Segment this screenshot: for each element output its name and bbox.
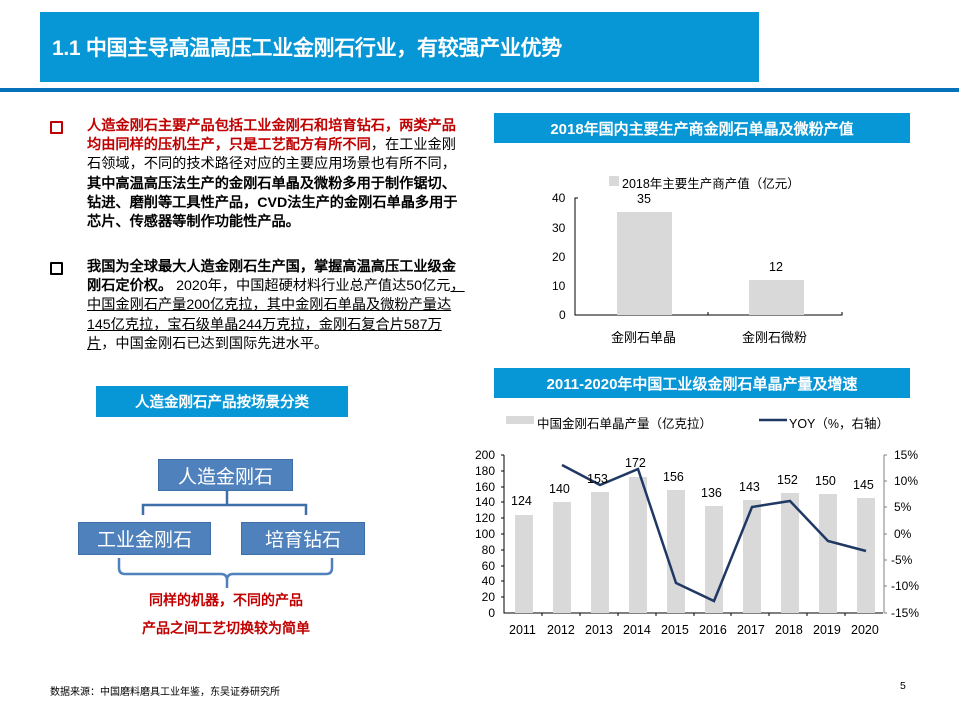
- chart2-ytick-right: -5%: [891, 553, 913, 567]
- chart2-data-label: 153: [587, 472, 608, 486]
- chart2-banner: 2011-2020年中国工业级金刚石单晶产量及增速: [494, 368, 910, 398]
- bullet-point-2: 我国为全球最大人造金刚石生产国，掌握高温高压工业级金刚石定价权。 2020年，中…: [50, 258, 470, 354]
- chart2-ytick-left: 40: [481, 574, 495, 588]
- checkbox-bullet-icon: [50, 262, 63, 275]
- chart2-legend-line-label: YOY（%，右轴）: [789, 417, 890, 431]
- chart1-data-label: 12: [769, 260, 783, 274]
- checkbox-bullet-icon: [50, 121, 63, 134]
- bullet-text-1: 人造金刚石主要产品包括工业金刚石和培育钻石，两类产品均由同样的压机生产，只是工艺…: [87, 117, 467, 232]
- chart2-data-label: 143: [739, 480, 760, 494]
- chart1-banner: 2018年国内主要生产商金刚石单晶及微粉产值: [494, 113, 910, 143]
- chart2-ytick-right: -15%: [891, 606, 920, 620]
- chart1-xtick: 金刚石微粉: [742, 330, 808, 345]
- bullet-text-2: 我国为全球最大人造金刚石生产国，掌握高温高压工业级金刚石定价权。 2020年，中…: [87, 258, 467, 354]
- bullet-2-bold: 我国为全球最大人造金刚石生产国，掌握高温高压工业级金刚石定价权。: [87, 259, 456, 295]
- chart2-ytick-left: 20: [481, 590, 495, 604]
- chart1-bar-single-crystal: [617, 212, 672, 315]
- chart2-ytick-left: 80: [481, 543, 495, 557]
- chart2-xtick: 2020: [851, 623, 879, 637]
- chart2-ytick-left: 140: [474, 495, 495, 509]
- chart1-ytick: 30: [552, 221, 566, 235]
- chart2-ytick-left: 0: [488, 606, 495, 620]
- yoy-line: [561, 463, 867, 603]
- diagram-banner: 人造金刚石产品按场景分类: [96, 386, 348, 417]
- chart1-bar-micropowder: [749, 280, 804, 315]
- chart2-data-label: 140: [549, 482, 570, 496]
- chart2-ytick-left: 160: [474, 480, 495, 494]
- chart2-ytick-right: 5%: [894, 500, 912, 514]
- data-source-note: 数据来源：中国磨料磨具工业年鉴，东吴证券研究所: [50, 687, 280, 698]
- chart2-ytick-left: 60: [481, 559, 495, 573]
- bullet-1-highlight: 人造金刚石主要产品包括工业金刚石和培育钻石，两类产品均由同样的压机生产，只是工艺…: [87, 118, 456, 154]
- chart2-xtick: 2017: [737, 623, 765, 637]
- chart1-legend-label: 2018年主要生产商产值（亿元）: [622, 177, 800, 191]
- chart1-ytick: 10: [552, 279, 566, 293]
- chart2-xtick: 2016: [699, 623, 727, 637]
- chart2-xtick: 2018: [775, 623, 803, 637]
- chart2-ytick-right: 10%: [894, 474, 919, 488]
- bullet-point-1: 人造金刚石主要产品包括工业金刚石和培育钻石，两类产品均由同样的压机生产，只是工艺…: [50, 117, 470, 232]
- chart2-xtick: 2014: [623, 623, 651, 637]
- chart2-data-label: 172: [625, 456, 646, 470]
- chart1-xtick: 金刚石单晶: [611, 330, 677, 345]
- chart2-xtick: 2012: [547, 623, 575, 637]
- chart1-ytick: 20: [552, 250, 566, 264]
- chart2-ytick-left: 120: [474, 511, 495, 525]
- chart2-ytick-left: 180: [474, 464, 495, 478]
- chart2-legend-bar-label: 中国金刚石单晶产量（亿克拉）: [537, 417, 713, 431]
- diagram-note-1: 同样的机器，不同的产品: [149, 592, 303, 608]
- bullet-2-tail: ，中国金刚石已达到国际先进水平。: [101, 335, 329, 352]
- diagram-root-node: 人造金刚石: [158, 459, 293, 491]
- chart1-ytick: 40: [552, 191, 566, 205]
- bullet-1-bold: 其中高温高压法生产的金刚石单晶及微粉多用于制作锯切、钻进、磨削等工具性产品，CV…: [87, 175, 458, 231]
- chart2-ytick-right: 15%: [894, 448, 919, 462]
- chart2-data-label: 124: [511, 494, 532, 508]
- bullet-1-body: ，在工业金刚石领域，不同的技术路径对应的主要应用场景也有所不同，: [87, 137, 456, 173]
- bullet-2-body: 2020年，中国超硬材料行业总产值达50亿元: [172, 278, 451, 295]
- chart1-ytick: 0: [559, 308, 566, 322]
- chart2-xtick: 2019: [813, 623, 841, 637]
- chart2-xtick: 2015: [661, 623, 689, 637]
- chart2-data-label: 136: [701, 486, 722, 500]
- chart2-data-label: 152: [777, 473, 798, 487]
- header-divider: [0, 88, 959, 92]
- chart2-data-label: 156: [663, 470, 684, 484]
- chart2-xtick: 2013: [585, 623, 613, 637]
- chart2-data-label: 150: [815, 474, 836, 488]
- page-title: 1.1 中国主导高温高压工业金刚石行业，有较强产业优势: [40, 12, 759, 82]
- chart2-ytick-right: -10%: [891, 579, 920, 593]
- chart2-ytick-left: 100: [474, 527, 495, 541]
- chart2-ytick-right: 0%: [894, 527, 912, 541]
- chart2-ytick-left: 200: [474, 448, 495, 462]
- diagram-left-node: 工业金刚石: [78, 522, 211, 555]
- diagram-note-2: 产品之间工艺切换较为简单: [142, 620, 310, 636]
- chart2-data-label: 145: [853, 478, 874, 492]
- diagram-right-node: 培育钻石: [241, 522, 365, 555]
- chart1-data-label: 35: [637, 192, 651, 206]
- page-number: 5: [900, 680, 906, 692]
- chart2-xtick: 2011: [509, 623, 536, 637]
- bullet-2-underlined: ，中国金刚石产量200亿克拉，其中金刚石单晶及微粉产量达145亿克拉，宝石级单晶…: [87, 278, 465, 352]
